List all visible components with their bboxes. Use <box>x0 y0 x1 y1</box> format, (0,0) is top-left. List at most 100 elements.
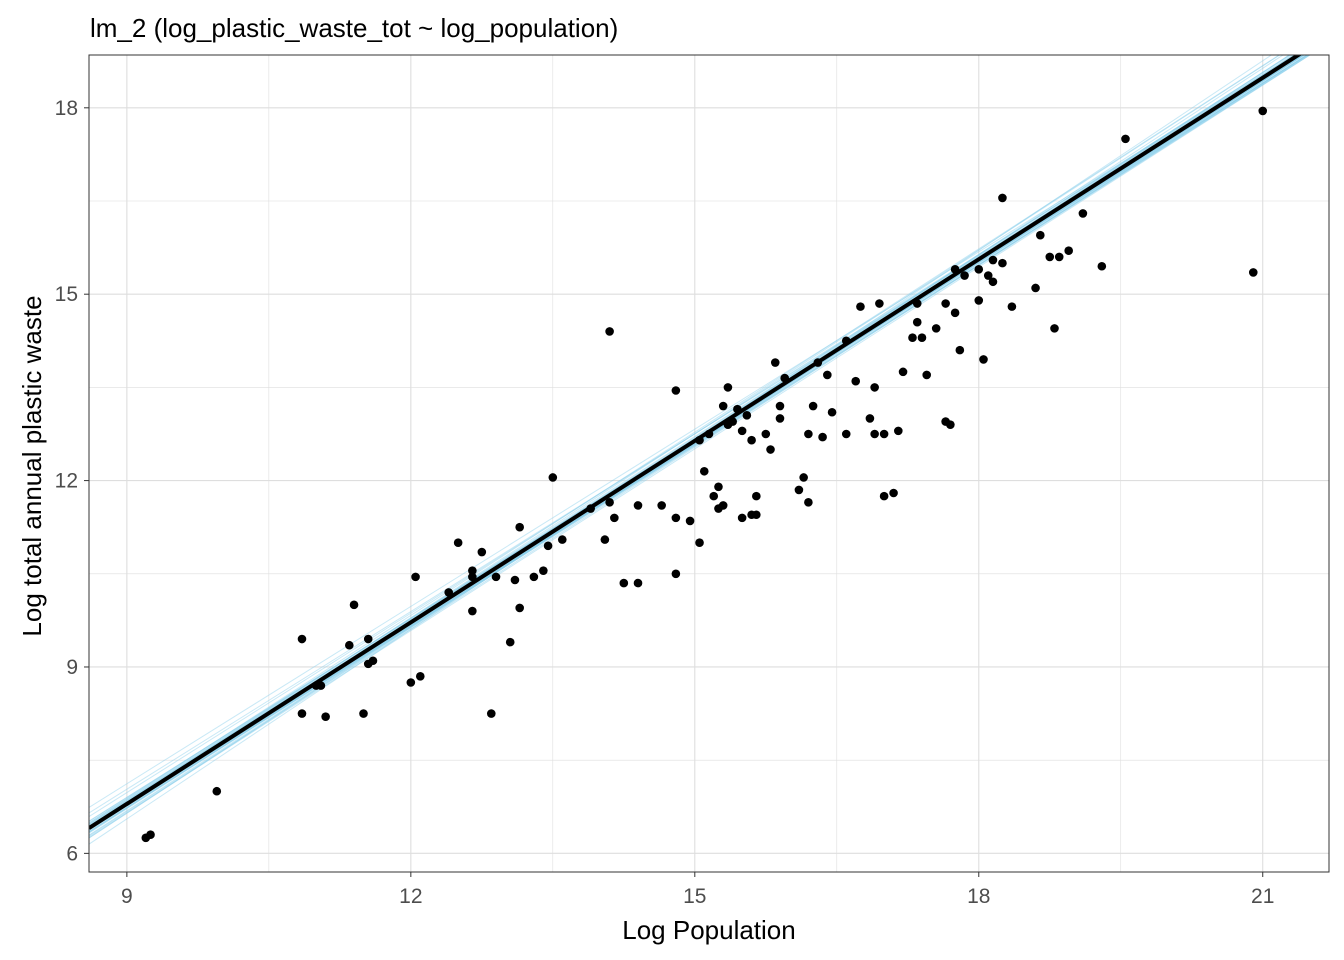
regression-line <box>89 55 1303 830</box>
data-point <box>988 255 998 265</box>
data-point <box>515 522 524 532</box>
data-point <box>808 401 818 411</box>
data-point <box>974 265 984 274</box>
data-point <box>1248 268 1258 277</box>
data-point <box>1054 252 1064 262</box>
posterior-line <box>89 55 1281 824</box>
data-point <box>974 296 984 305</box>
data-point <box>714 482 723 492</box>
data-point <box>685 516 695 526</box>
data-point <box>1031 283 1040 293</box>
data-points <box>141 106 1268 843</box>
data-point <box>908 333 917 342</box>
data-point <box>411 572 420 582</box>
x-tick-label: 15 <box>683 885 706 908</box>
data-point <box>799 473 808 482</box>
data-point <box>515 603 524 613</box>
data-point <box>960 271 969 280</box>
y-tick-label: 9 <box>66 656 78 679</box>
data-point <box>950 308 960 318</box>
data-point <box>657 501 666 510</box>
data-point <box>718 501 728 510</box>
data-point <box>1064 246 1073 256</box>
data-point <box>453 538 463 548</box>
data-point <box>505 637 515 647</box>
data-point <box>671 513 681 523</box>
posterior-line <box>89 55 1296 817</box>
data-point <box>983 271 993 280</box>
data-point <box>491 572 501 582</box>
data-point <box>879 429 889 439</box>
data-point <box>865 414 875 423</box>
data-point <box>297 709 307 718</box>
data-point <box>998 258 1007 268</box>
data-point <box>633 578 643 588</box>
data-point <box>699 466 709 476</box>
data-point <box>912 317 922 327</box>
data-point <box>761 429 771 439</box>
posterior-line <box>89 55 1295 808</box>
data-point <box>543 541 553 551</box>
data-point <box>510 575 520 585</box>
x-axis-title: Log Population <box>622 915 795 945</box>
data-point <box>415 671 425 681</box>
x-axis-ticks: 9 12 15 18 21 <box>121 872 1274 908</box>
data-point <box>804 498 813 507</box>
data-point <box>870 383 879 392</box>
data-point <box>1078 209 1088 218</box>
data-point <box>775 401 785 411</box>
y-axis-title: Log total annual plastic waste <box>17 295 47 636</box>
x-tick-label: 18 <box>967 885 990 908</box>
data-point <box>737 513 747 523</box>
chart-title: lm_2 (log_plastic_waste_tot ~ log_popula… <box>90 13 618 43</box>
data-point <box>605 327 614 336</box>
data-point <box>931 324 941 333</box>
data-point <box>766 445 775 454</box>
grid-layer <box>89 55 1329 872</box>
data-point <box>827 407 837 417</box>
data-point <box>988 277 998 287</box>
data-point <box>709 491 719 501</box>
data-point <box>468 572 477 582</box>
data-point <box>742 411 752 420</box>
data-point <box>695 538 704 548</box>
data-point <box>671 386 681 395</box>
data-point <box>851 376 861 386</box>
data-point <box>737 426 747 436</box>
data-point <box>529 572 539 582</box>
data-point <box>633 501 643 510</box>
data-point <box>146 830 155 840</box>
x-tick-label: 21 <box>1251 885 1274 908</box>
data-point <box>1050 324 1059 333</box>
data-point <box>671 569 681 579</box>
data-point <box>557 535 567 544</box>
panel-border <box>88 54 1330 873</box>
y-tick-label: 12 <box>55 470 78 493</box>
data-point <box>345 640 354 650</box>
x-tick-label: 12 <box>399 885 422 908</box>
data-point <box>297 634 307 644</box>
data-point <box>1045 252 1055 262</box>
data-point <box>804 429 813 439</box>
data-point <box>823 370 832 380</box>
data-point <box>1121 134 1130 144</box>
data-point <box>212 786 222 796</box>
data-point <box>752 510 761 520</box>
data-point <box>610 513 619 523</box>
data-point <box>1035 230 1045 240</box>
posterior-line <box>89 55 1311 838</box>
posterior-line <box>89 55 1293 825</box>
data-point <box>359 709 368 718</box>
data-point <box>349 600 359 610</box>
y-tick-label: 15 <box>55 283 78 306</box>
data-point <box>875 299 884 308</box>
data-point <box>321 712 330 721</box>
data-point <box>363 634 373 644</box>
data-point <box>486 709 496 718</box>
data-point <box>619 578 629 588</box>
data-point <box>941 299 950 308</box>
data-point <box>747 435 756 445</box>
data-point <box>406 678 416 687</box>
data-point <box>368 656 378 666</box>
